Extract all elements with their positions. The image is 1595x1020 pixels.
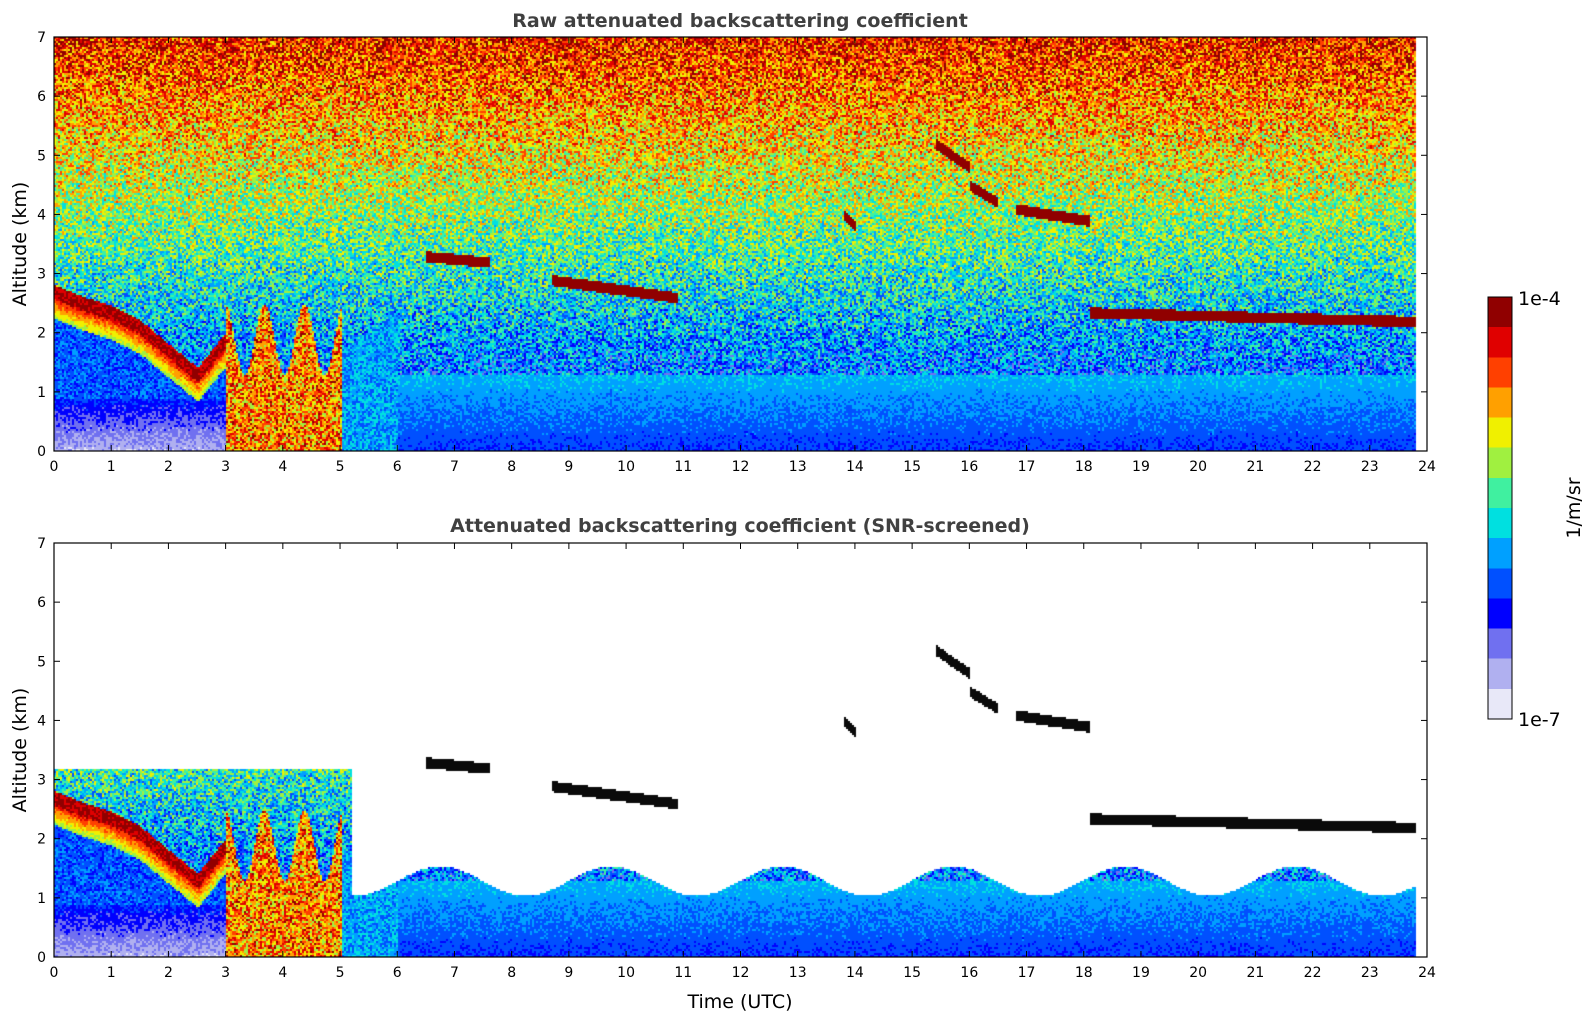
x-tick-label: 10 <box>617 459 635 475</box>
x-tick-label: 1 <box>107 459 116 475</box>
panel-raw: Raw attenuated backscattering coefficien… <box>9 10 1436 475</box>
x-tick-label: 14 <box>846 459 864 475</box>
panel-screened: Attenuated backscattering coefficient (S… <box>9 515 1436 1013</box>
y-tick-label: 5 <box>37 654 46 670</box>
x-tick-label: 18 <box>1075 965 1093 981</box>
x-tick-label: 7 <box>450 965 459 981</box>
x-tick-label: 19 <box>1132 965 1150 981</box>
x-tick-label: 3 <box>221 965 230 981</box>
x-tick-label: 4 <box>278 459 287 475</box>
heatmap-raster-screened <box>54 543 1427 957</box>
x-tick-label: 4 <box>278 965 287 981</box>
x-tick-label: 13 <box>789 459 807 475</box>
y-tick-label: 7 <box>37 536 46 552</box>
x-tick-label: 8 <box>507 965 516 981</box>
x-tick-label: 22 <box>1304 965 1322 981</box>
x-tick-label: 16 <box>960 459 978 475</box>
x-tick-label: 15 <box>903 459 921 475</box>
y-tick-label: 3 <box>37 267 46 283</box>
y-tick-label: 1 <box>37 385 46 401</box>
y-tick-label: 4 <box>37 713 46 729</box>
heatmap-raw <box>54 37 1427 451</box>
x-tick-label: 24 <box>1418 459 1436 475</box>
x-tick-label: 2 <box>164 459 173 475</box>
x-tick-label: 17 <box>1018 965 1036 981</box>
x-tick-label: 0 <box>50 965 59 981</box>
x-tick-label: 21 <box>1246 965 1264 981</box>
chart-title-screened: Attenuated backscattering coefficient (S… <box>450 515 1030 537</box>
y-tick-label: 5 <box>37 148 46 164</box>
x-tick-label: 6 <box>393 965 402 981</box>
x-tick-label: 12 <box>732 965 750 981</box>
heatmap-screened <box>54 543 1427 957</box>
colorbar-min-label: 1e-7 <box>1518 709 1561 731</box>
x-tick-label: 16 <box>960 965 978 981</box>
y-tick-label: 1 <box>37 891 46 907</box>
x-tick-label: 15 <box>903 965 921 981</box>
x-tick-label: 1 <box>107 965 116 981</box>
y-tick-label: 4 <box>37 207 46 223</box>
x-tick-label: 13 <box>789 965 807 981</box>
x-tick-label: 24 <box>1418 965 1436 981</box>
y-axis-raw: 0 1 2 3 4 5 6 7 <box>37 30 1427 460</box>
x-tick-label: 0 <box>50 459 59 475</box>
x-tick-label: 20 <box>1189 459 1207 475</box>
y-tick-label: 0 <box>37 444 46 460</box>
x-tick-label: 23 <box>1361 965 1379 981</box>
x-tick-label: 11 <box>674 459 692 475</box>
x-tick-label: 9 <box>564 459 573 475</box>
x-tick-label: 19 <box>1132 459 1150 475</box>
y-axis-label-raw: Altitude (km) <box>9 182 31 307</box>
y-tick-label: 6 <box>37 595 46 611</box>
y-axis-screened: 0 1 2 3 4 5 6 7 <box>37 536 1427 966</box>
chart-title-raw: Raw attenuated backscattering coefficien… <box>512 10 968 32</box>
x-tick-label: 20 <box>1189 965 1207 981</box>
x-tick-label: 18 <box>1075 459 1093 475</box>
y-tick-label: 3 <box>37 773 46 789</box>
heatmap-raster-raw <box>54 37 1427 451</box>
colorbar-label: 1/m/sr <box>1563 477 1585 538</box>
x-tick-label: 5 <box>336 965 345 981</box>
x-axis-label: Time (UTC) <box>686 991 792 1013</box>
y-tick-label: 0 <box>37 950 46 966</box>
x-tick-label: 3 <box>221 459 230 475</box>
y-tick-label: 2 <box>37 832 46 848</box>
x-tick-label: 9 <box>564 965 573 981</box>
x-tick-label: 17 <box>1018 459 1036 475</box>
colorbar-scale <box>1487 296 1513 720</box>
x-tick-label: 14 <box>846 965 864 981</box>
y-tick-label: 6 <box>37 89 46 105</box>
colorbar-max-label: 1e-4 <box>1518 288 1561 310</box>
y-axis-label-screened: Altitude (km) <box>9 688 31 813</box>
x-tick-label: 23 <box>1361 459 1379 475</box>
x-tick-label: 6 <box>393 459 402 475</box>
x-tick-label: 5 <box>336 459 345 475</box>
x-tick-label: 11 <box>674 965 692 981</box>
x-tick-label: 21 <box>1246 459 1264 475</box>
x-tick-label: 7 <box>450 459 459 475</box>
x-tick-label: 10 <box>617 965 635 981</box>
y-tick-label: 2 <box>37 326 46 342</box>
x-tick-label: 12 <box>732 459 750 475</box>
y-tick-label: 7 <box>37 30 46 46</box>
x-axis-raw: 0 1 2 3 4 5 6 7 8 9 10 11 12 13 14 15 16 17 18 19 20 21 22 23 24 <box>50 37 1436 475</box>
x-tick-label: 8 <box>507 459 516 475</box>
x-tick-label: 22 <box>1304 459 1322 475</box>
colorbar: 1e-4 1e-7 1/m/sr <box>1487 288 1585 731</box>
x-tick-label: 2 <box>164 965 173 981</box>
x-axis-screened: 0 1 2 3 4 5 6 7 8 9 10 11 12 13 14 15 16 17 18 19 20 21 22 23 24 <box>50 543 1436 981</box>
